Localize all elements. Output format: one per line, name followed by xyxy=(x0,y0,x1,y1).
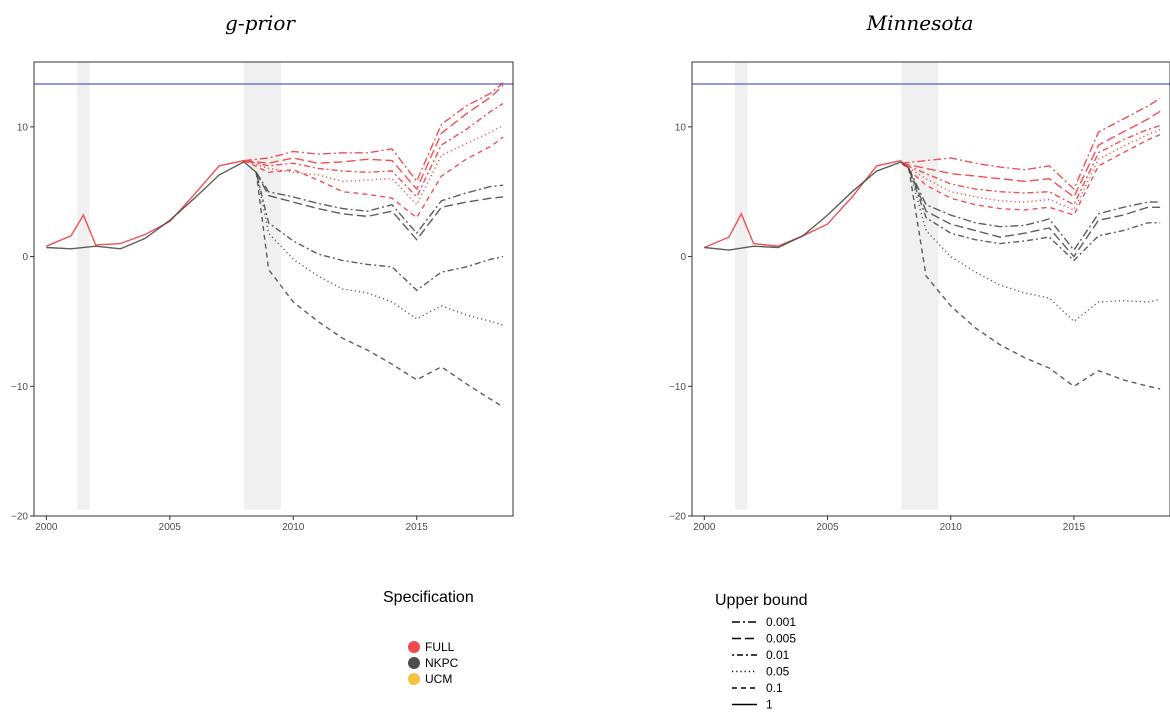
series-line-nkpc-0.1 xyxy=(908,168,1161,390)
legend-upper-bound: Upper bound 0.001 0.005 0.01 0.05 0.1 1 xyxy=(715,592,808,712)
x-tick-label: 2015 xyxy=(406,522,429,533)
shaded-period-1 xyxy=(243,62,281,510)
legend-label-nkpc: NKPC xyxy=(425,656,459,670)
series-line-full-0.1 xyxy=(900,133,1161,216)
legend-title-upper-bound: Upper bound xyxy=(715,592,808,609)
series-line-full-0.01 xyxy=(243,102,504,199)
chart-panel-g-prior: −20 −10 0 10 2000 2005 2010 2015 xyxy=(11,61,514,533)
series-line-nkpc-0.005 xyxy=(908,168,1161,258)
legend-key-full xyxy=(408,641,420,653)
series-line-full-0.005 xyxy=(243,84,504,191)
series-line-nkpc-0.001 xyxy=(908,168,1161,252)
series-line-full-0.005 xyxy=(901,110,1161,198)
series-line-full-0.05 xyxy=(901,128,1161,211)
legend-title-specification: Specification xyxy=(383,589,474,606)
x-tick-label: 2005 xyxy=(816,522,839,533)
series-line-full-0.1 xyxy=(243,136,504,219)
legend-label-bound-0.05: 0.05 xyxy=(766,665,790,679)
y-tick-label: 10 xyxy=(17,122,29,133)
legend-key-ucm xyxy=(408,673,420,685)
panel-title-g-prior: g-prior xyxy=(225,11,296,35)
series-line-nkpc-0.005 xyxy=(255,171,504,241)
series-line-full-0.001 xyxy=(243,82,504,183)
series-line-full-1 xyxy=(704,159,902,249)
plot-frame xyxy=(33,61,514,517)
plot-frame xyxy=(691,61,1170,517)
x-tick-label: 2005 xyxy=(159,522,182,533)
legend-label-full: FULL xyxy=(425,640,455,654)
series-line-full-1 xyxy=(46,159,245,247)
panel-title-minnesota: Minnesota xyxy=(866,11,974,35)
legend-key-nkpc xyxy=(408,657,420,669)
y-tick-label: 0 xyxy=(680,252,686,263)
legend-specification: Specification FULL NKPC UCM xyxy=(383,589,474,686)
y-tick-label: −20 xyxy=(11,512,28,523)
legend-label-bound-0.001: 0.001 xyxy=(766,615,796,629)
x-tick-label: 2010 xyxy=(940,522,963,533)
y-tick-label: 0 xyxy=(22,252,28,263)
series-line-nkpc-0.05 xyxy=(908,168,1161,323)
y-tick-label: −10 xyxy=(11,382,28,393)
series-line-full-0.001 xyxy=(901,97,1161,191)
series-line-nkpc-0.1 xyxy=(255,172,504,408)
x-tick-label: 2015 xyxy=(1063,522,1086,533)
shaded-period-1 xyxy=(901,62,939,510)
x-tick-label: 2000 xyxy=(693,522,716,533)
series-line-nkpc-0.01 xyxy=(255,172,504,292)
legend-label-bound-0.1: 0.1 xyxy=(766,681,783,695)
shaded-period-0 xyxy=(735,62,748,510)
y-tick-label: −20 xyxy=(669,512,686,523)
series-line-nkpc-0.01 xyxy=(908,168,1161,262)
series-line-full-0.01 xyxy=(901,124,1161,206)
series-line-nkpc-0.05 xyxy=(255,172,504,326)
shaded-period-0 xyxy=(77,62,90,510)
series-line-nkpc-0.001 xyxy=(255,171,504,235)
series-line-nkpc-1 xyxy=(704,161,910,251)
series-line-full-0.05 xyxy=(243,124,504,206)
legend-label-bound-0.01: 0.01 xyxy=(766,648,790,662)
y-tick-label: 10 xyxy=(675,122,687,133)
chart-panel-minnesota: −20 −10 0 10 2000 2005 2010 2015 xyxy=(669,61,1170,533)
series-line-nkpc-1 xyxy=(46,161,257,250)
x-tick-label: 2000 xyxy=(35,522,58,533)
x-tick-label: 2010 xyxy=(282,522,305,533)
legend-label-ucm: UCM xyxy=(425,672,452,686)
legend-label-bound-1: 1 xyxy=(766,698,773,712)
legend-label-bound-0.005: 0.005 xyxy=(766,632,796,646)
y-tick-label: −10 xyxy=(669,382,686,393)
